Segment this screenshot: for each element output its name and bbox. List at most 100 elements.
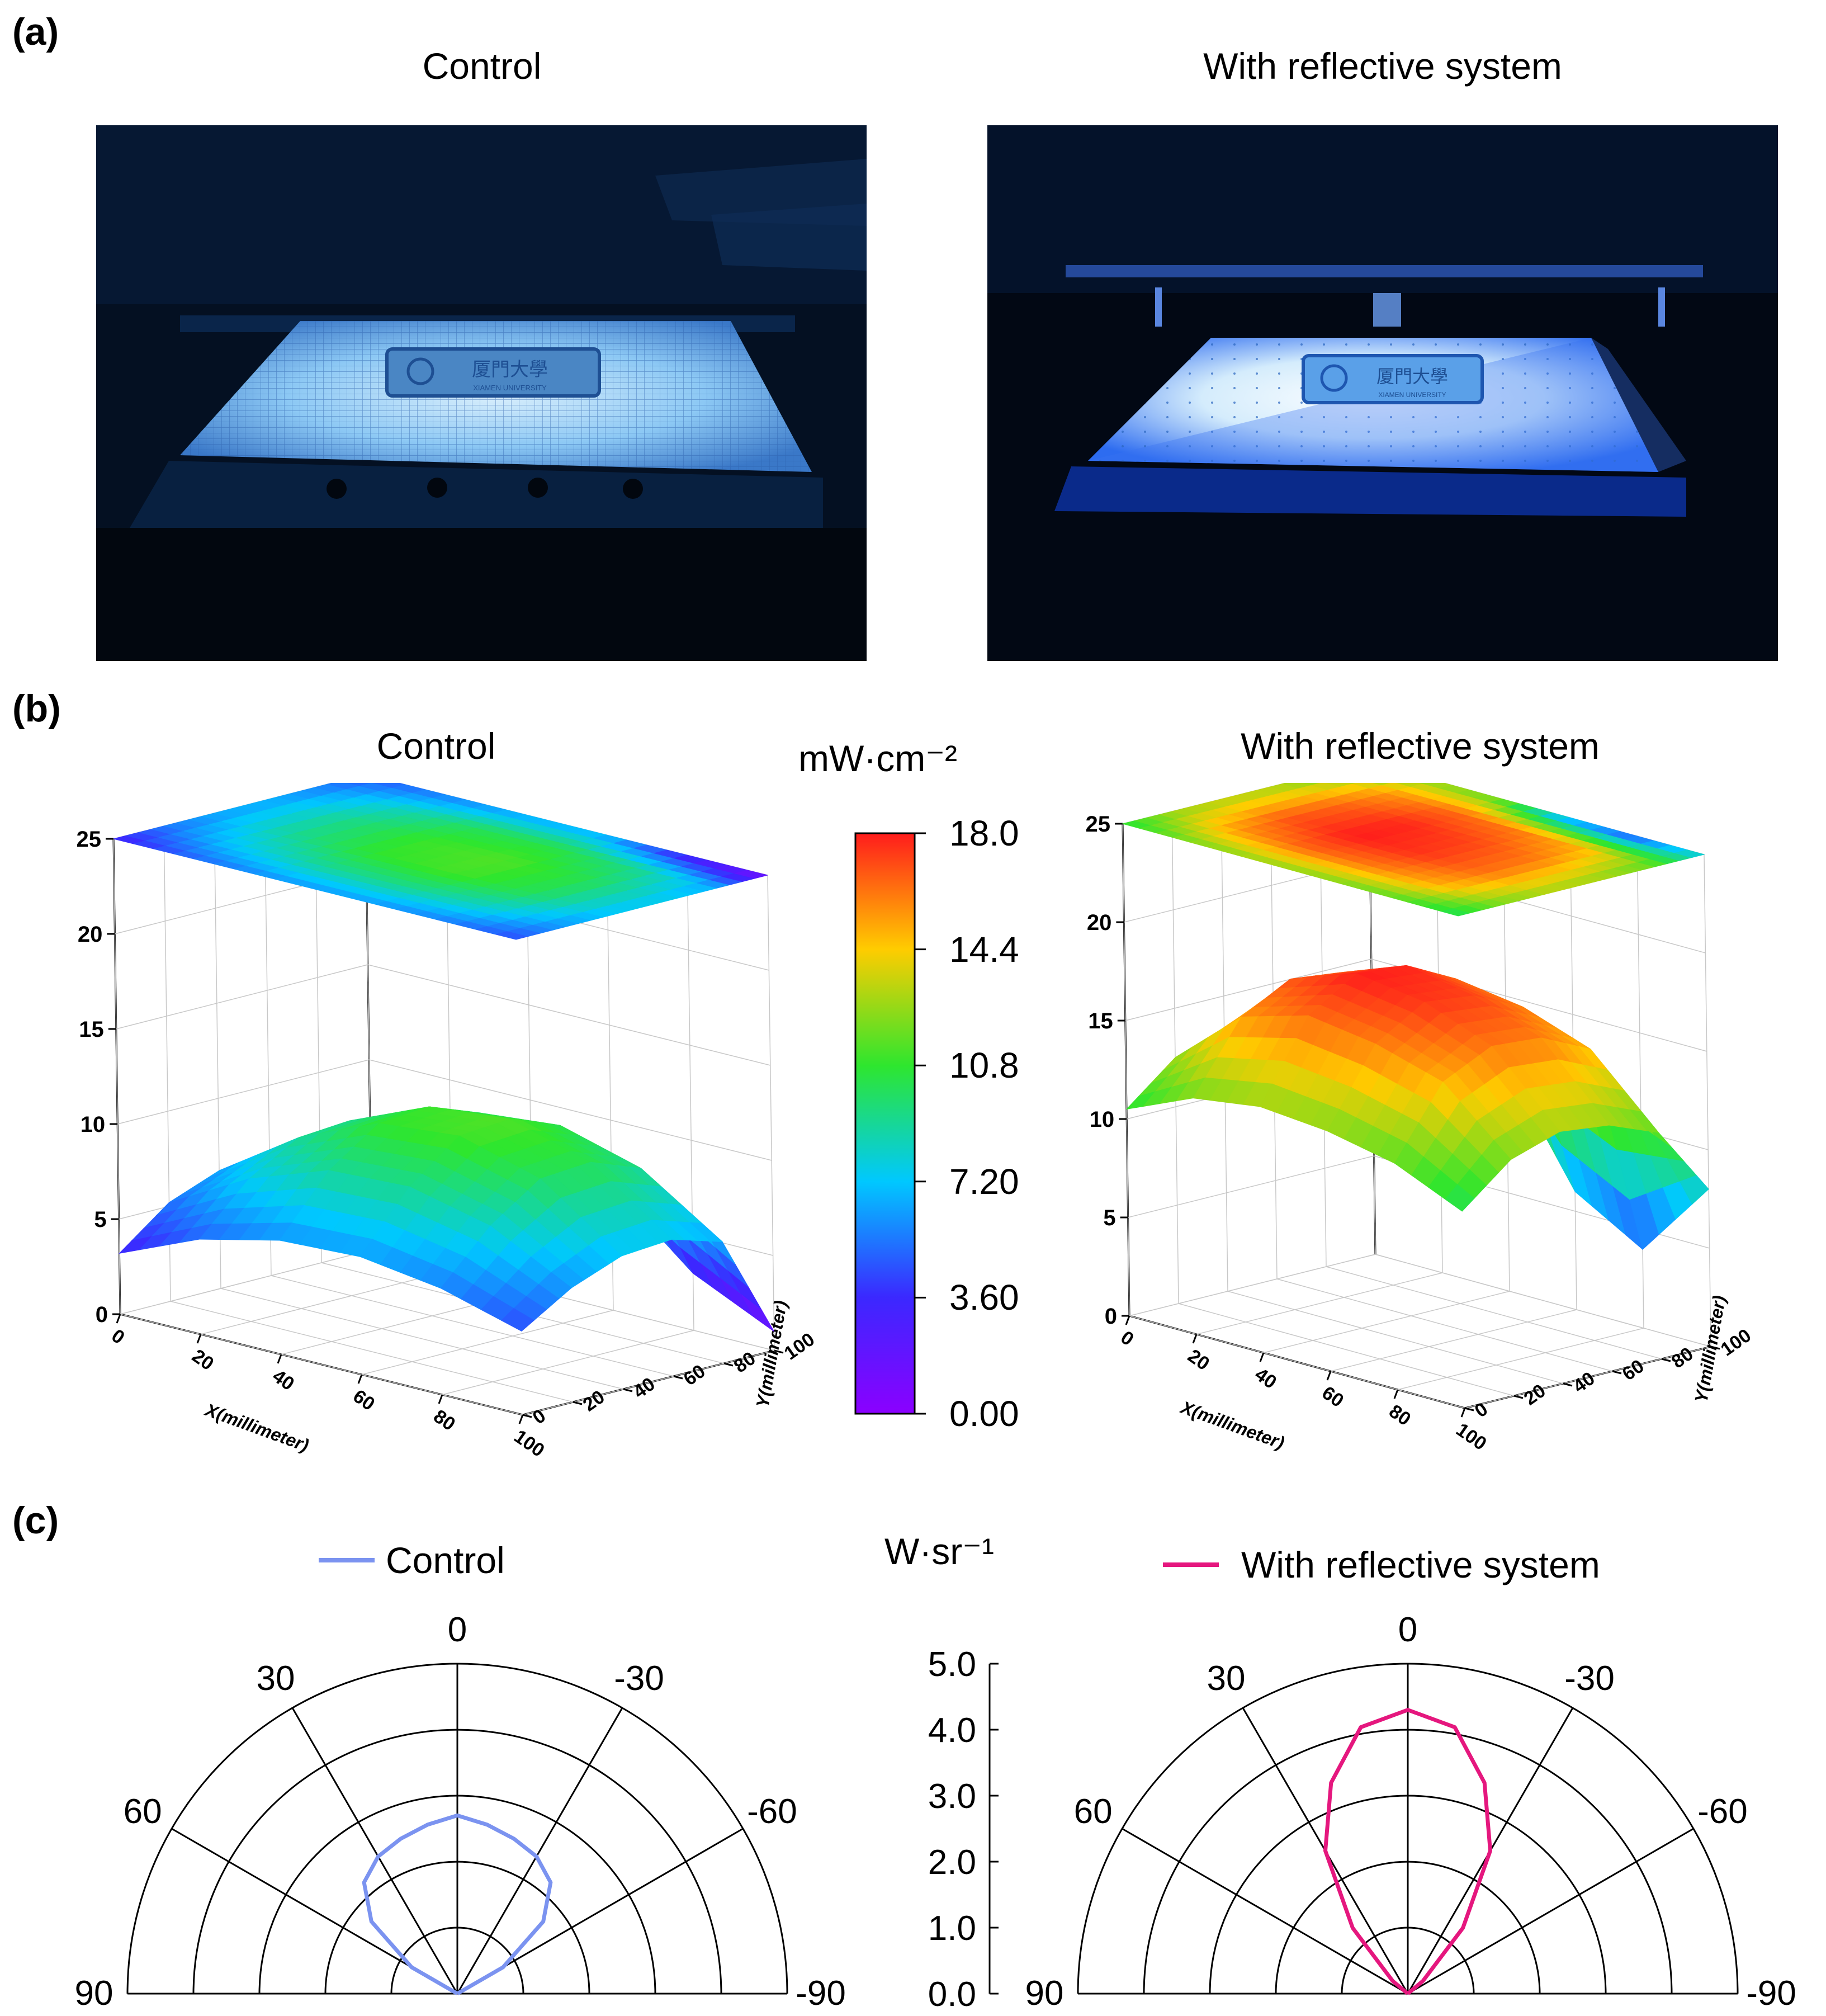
y-tick-label: 60 <box>1619 1356 1648 1385</box>
x-tick <box>196 1334 202 1344</box>
floor-grid-line <box>200 1269 453 1335</box>
side-wall-grid-line <box>116 964 368 1030</box>
floor-grid-line <box>1397 1328 1644 1390</box>
z-tick-label: 25 <box>1086 812 1111 837</box>
colorbar-tick-label: 10.8 <box>949 1045 1019 1085</box>
polar-angle-label: -60 <box>747 1792 797 1831</box>
x-tick <box>277 1354 282 1364</box>
x-tick <box>438 1394 443 1404</box>
polar-angle-label: -30 <box>614 1659 664 1698</box>
x-tick-label: 40 <box>1251 1363 1280 1393</box>
side-wall-grid-line <box>1125 959 1371 1021</box>
colorbar-tick-label: 14.4 <box>949 929 1019 970</box>
colorbar-ticks <box>915 832 926 1415</box>
radial-tick-label: 0.0 <box>928 1975 976 2014</box>
floor-grid-line <box>361 1310 614 1375</box>
x-tick-label: 40 <box>268 1365 298 1395</box>
y-tick-label: 40 <box>630 1373 659 1403</box>
polar-angle-label: 0 <box>1398 1611 1417 1649</box>
floor-grid-line <box>1263 1291 1510 1353</box>
z-tick-label: 20 <box>78 922 103 947</box>
legend-label-reflective: With reflective system <box>1241 1544 1600 1585</box>
x-tick <box>518 1414 524 1424</box>
x-tick-label: 20 <box>1184 1345 1213 1375</box>
plaque-subtext-reflective: XIAMEN UNIVERSITY <box>1378 391 1446 399</box>
polar-radial-axis: 5.0 4.0 3.0 2.0 1.0 0.0 <box>928 1645 999 2014</box>
back-wall-grid-line <box>1636 835 1644 1329</box>
floor-grid-line <box>1375 1254 1711 1347</box>
side-wall-grid-line <box>1129 1254 1376 1316</box>
z-tick-label: 5 <box>94 1207 106 1232</box>
radial-tick-label: 5.0 <box>928 1645 976 1684</box>
panel-b-label: (b) <box>12 687 61 730</box>
x-axis-label: X(millimeter) <box>202 1399 311 1456</box>
surface-title-control: Control <box>376 725 496 767</box>
polar-unit: W·sr⁻¹ <box>884 1531 995 1572</box>
colorbar-tick-label: 18.0 <box>949 813 1019 853</box>
z-tick-label: 0 <box>1105 1304 1117 1329</box>
z-tick-label: 15 <box>1088 1009 1113 1033</box>
y-tick <box>1464 1407 1474 1411</box>
y-tick <box>673 1375 683 1380</box>
polar-series-line <box>1323 1708 1492 1995</box>
polar-angle-label: -90 <box>1746 1974 1796 2013</box>
legend-label-control: Control <box>386 1540 505 1581</box>
radial-tick-label: 4.0 <box>928 1711 976 1750</box>
polar-legend-reflective: With reflective system <box>1163 1544 1600 1585</box>
x-tick <box>1460 1408 1466 1418</box>
x-tick <box>1326 1371 1332 1381</box>
side-wall-grid-line <box>117 1059 370 1125</box>
panel-a-label: (a) <box>12 11 59 53</box>
polar-spoke <box>291 1707 458 1994</box>
photo-title-control: Control <box>422 45 542 87</box>
polar-angle-label: 60 <box>1074 1792 1113 1831</box>
side-wall-grid-line <box>1122 823 1130 1316</box>
y-tick <box>774 1349 784 1354</box>
photo-reflective: 厦門大學 XIAMEN UNIVERSITY <box>987 125 1778 661</box>
y-tick <box>623 1388 633 1392</box>
y-tick-label: 80 <box>1668 1343 1697 1373</box>
x-tick <box>1125 1315 1130 1325</box>
floor-grid-line <box>1178 1303 1515 1396</box>
polar-grid <box>1077 1663 1739 1995</box>
z-tick-label: 0 <box>96 1302 108 1327</box>
polar-angle-label: 60 <box>124 1792 162 1831</box>
floor-grid-line <box>1227 1291 1564 1384</box>
surface-patch <box>1445 1184 1475 1212</box>
heatmap-cell <box>1674 849 1705 858</box>
floor-grid-line <box>1276 1278 1613 1372</box>
z-tick-label: 15 <box>79 1017 104 1042</box>
plaque-text-control: 厦門大學 <box>472 359 548 380</box>
z-tick-label: 25 <box>77 827 102 852</box>
polar-plot-reflective: -90 -60 -30 0 30 60 90 <box>1025 1611 1796 2013</box>
x-tick-label: 20 <box>188 1345 217 1375</box>
z-tick-label: 20 <box>1087 910 1112 935</box>
floor-grid-line <box>170 1301 574 1403</box>
side-wall-grid-line <box>113 838 121 1315</box>
y-tick <box>1661 1358 1671 1362</box>
x-tick-label: 0 <box>107 1325 128 1348</box>
surface-mesh <box>1125 965 1709 1250</box>
floor-grid-line <box>1196 1272 1443 1335</box>
polar-legend-control: Control <box>319 1540 505 1581</box>
x-tick-label: 0 <box>1117 1326 1137 1350</box>
floor-grid-line <box>1129 1315 1465 1409</box>
y-tick-label: 20 <box>579 1386 609 1416</box>
x-tick-label: 100 <box>510 1425 548 1461</box>
heatmap-cell <box>1302 783 1323 786</box>
surface-mesh <box>119 1106 774 1332</box>
floor-grid-line <box>1330 1309 1577 1372</box>
x-tick <box>116 1314 121 1324</box>
heatmap-cell <box>1372 783 1393 786</box>
z-tick-label: 10 <box>1090 1107 1115 1132</box>
z-tick-label: 10 <box>81 1112 106 1137</box>
polar-angle-label: 90 <box>75 1974 113 2013</box>
colorbar-tick-label: 3.60 <box>949 1277 1019 1318</box>
floor-grid-line <box>1464 1346 1711 1409</box>
y-tick-label: 60 <box>680 1361 709 1390</box>
polar-spoke <box>456 1707 623 1994</box>
floor-grid-line <box>271 1275 674 1377</box>
polar-angle-label: -60 <box>1697 1792 1748 1831</box>
